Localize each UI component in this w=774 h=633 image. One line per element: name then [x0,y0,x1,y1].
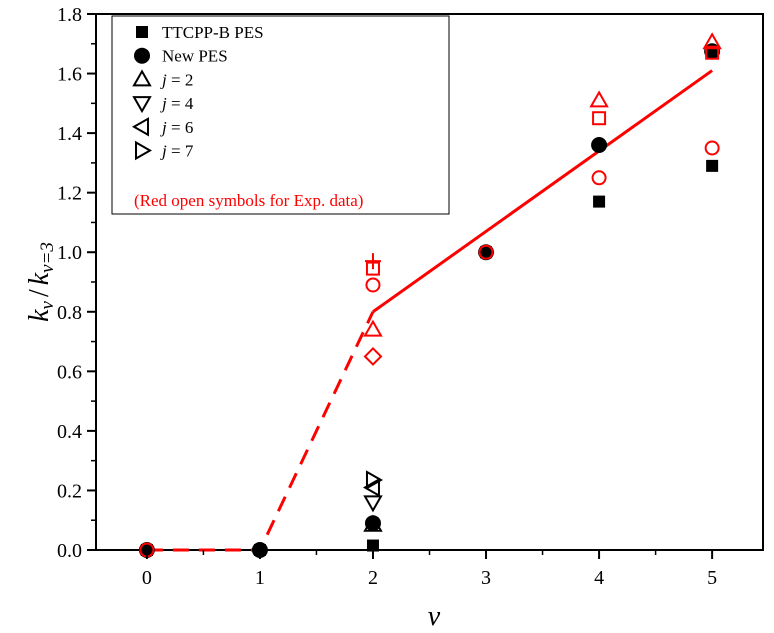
data-point-open-square [592,111,607,126]
legend-label-value: = 4 [167,94,194,113]
legend-label-value: = 2 [167,70,194,89]
legend-label-variable: j [160,142,167,161]
y-tick-label: 1.0 [57,242,82,264]
data-point-filled-circle [591,137,608,154]
data-point-open-circle [478,244,494,260]
axis-ticks [87,13,714,559]
y-label-sub-num: v [37,300,58,309]
data-point-open-triangle-right [365,470,383,490]
dashed-fit-line [146,311,375,552]
legend-box [111,15,450,215]
x-tick-label: 0 [142,567,152,589]
legend-label-variable: j [160,118,167,137]
legend-label: j = 7 [160,142,194,161]
legend-marker-open-triangle-right [135,140,153,161]
y-label-k2: k [24,272,55,285]
y-tick-label: 0.8 [57,302,82,324]
x-tick-label: 3 [481,567,491,589]
data-point-open-circle [591,170,607,186]
data-point-filled-square [593,195,606,208]
data-point-filled-circle [364,515,381,532]
legend-marker-filled-circle [134,47,150,64]
y-tick-label: 0.0 [57,540,82,562]
x-tick-label: 4 [594,567,604,589]
data-point-open-square [705,45,720,60]
x-tick-label: 2 [368,567,378,589]
solid-fit-line [372,69,713,314]
y-label-k: k [24,309,55,322]
legend-label-variable: j [160,94,167,113]
data-point-open-circle [704,140,720,156]
y-tick-label: 0.4 [57,421,82,443]
legend-label-value: = 7 [167,142,194,161]
data-point-open-diamond [363,347,383,366]
legend-label: TTCPP-B PES [162,23,264,42]
legend-marker-filled-square [136,26,148,38]
legend-label-variable: j [160,70,167,89]
data-point-filled-square [366,539,379,552]
legend-label: j = 6 [160,118,193,137]
legend-note: (Red open symbols for Exp. data) [134,191,363,210]
legend-marker-open-triangle-left [131,117,149,137]
legend-label: j = 4 [160,94,194,113]
legend-label: j = 2 [160,70,193,89]
legend-marker-open-triangle-up [132,69,152,87]
y-label-sub-den: v=3 [37,242,58,273]
y-tick-label: 0.6 [57,361,82,383]
y-tick-label: 1.8 [57,4,82,26]
y-axis-label: kv/kv=3 [24,242,58,322]
y-tick-label: 0.2 [57,480,82,502]
data-point-open-triangle-up [702,32,722,50]
tick-labels: 0 1 2 3 4 5 0.0 0.2 0.4 0.6 0.8 1.0 1.2 1.4 1.6 1.8 [57,4,717,589]
legend-label-value: = 6 [167,118,194,137]
y-label-slash: / [24,289,55,297]
x-axis-label: v [428,601,441,632]
data-point-plus [364,253,381,270]
y-tick-label: 1.4 [57,123,82,145]
legend-label: New PES [162,47,228,66]
x-tick-label: 5 [707,567,717,589]
y-tick-label: 1.6 [57,64,82,86]
data-point-open-triangle-up [589,90,609,108]
x-tick-label: 1 [255,567,265,589]
legend-marker-open-triangle-down [132,96,152,114]
data-point-open-triangle-up [363,514,383,532]
data-point-open-circle [365,277,381,293]
data-point-open-triangle-up [363,319,383,337]
y-tick-label: 1.2 [57,183,82,205]
data-point-open-triangle-left [362,477,380,498]
data-point-filled-square [706,159,719,172]
data-point-open-triangle-down [363,495,383,513]
